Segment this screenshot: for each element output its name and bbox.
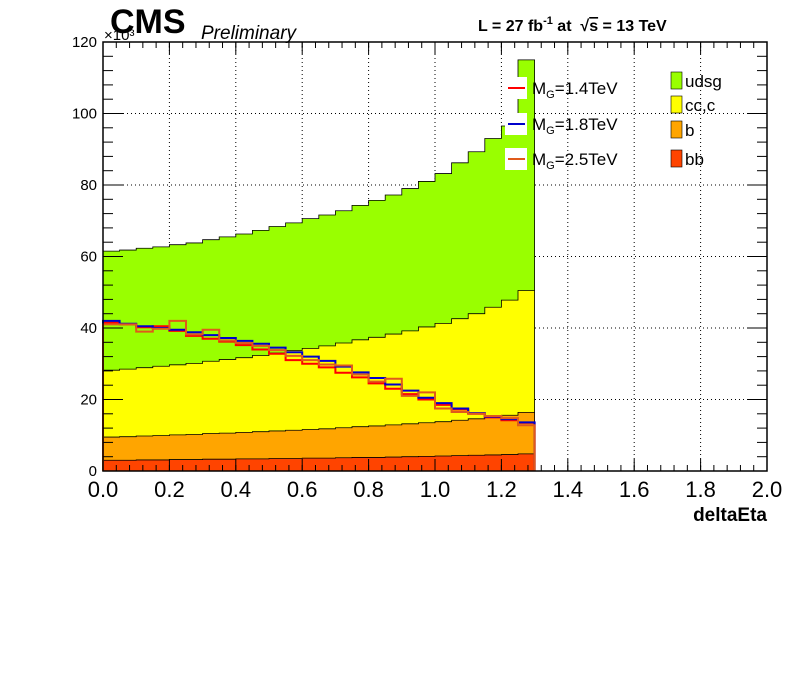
legend-label-rest: =1.8TeV bbox=[555, 115, 619, 134]
legend-background-label: cc,c bbox=[685, 96, 716, 115]
lumi-prefix: L = 27 fb bbox=[478, 18, 543, 35]
x-tick-label: 0.8 bbox=[353, 477, 384, 502]
x-tick-label: 2.0 bbox=[752, 477, 783, 502]
legend-background-swatch bbox=[670, 95, 683, 114]
y-tick-label: 80 bbox=[80, 177, 97, 194]
x-tick-label: 0.6 bbox=[287, 477, 318, 502]
axes: 0.0 0.2 0.4 0.6 0.8 1.0 1.2 1.4 1.6 1.8 2.0 0 20 40 60… bbox=[72, 34, 782, 502]
x-tick-label: 1.0 bbox=[420, 477, 451, 502]
legend-label-main: M bbox=[532, 115, 546, 134]
lumi-exponent: -1 bbox=[543, 15, 553, 27]
y-tick-label: 40 bbox=[80, 320, 97, 337]
x-tick-label: 1.6 bbox=[619, 477, 650, 502]
legend-label-main: M bbox=[532, 79, 546, 98]
y-multiplier-label: ×10³ bbox=[104, 27, 134, 44]
y-tick-label: 0 bbox=[89, 463, 97, 480]
legend-label-rest: =2.5TeV bbox=[555, 150, 619, 169]
legend-label-sub: G bbox=[546, 89, 555, 101]
legend-signal-label: MG=2.5TeV bbox=[532, 150, 618, 172]
legend-label-sub: G bbox=[546, 125, 555, 137]
energy-suffix: = 13 TeV bbox=[598, 18, 667, 35]
lumi-mid: at bbox=[553, 18, 581, 35]
legend-signal-label: MG=1.8TeV bbox=[532, 115, 618, 137]
x-tick-label: 1.4 bbox=[553, 477, 584, 502]
signal-line-signal_25 bbox=[102, 319, 536, 471]
experiment-label: CMS bbox=[110, 3, 186, 41]
x-tick-label: 0.2 bbox=[154, 477, 185, 502]
legend-label-rest: =1.4TeV bbox=[555, 79, 619, 98]
legend-signal-label: MG=1.4TeV bbox=[532, 79, 618, 101]
x-tick-label: 0.0 bbox=[88, 477, 119, 502]
stacked-backgrounds bbox=[102, 59, 535, 472]
legend-background-label: b bbox=[685, 121, 694, 140]
y-tick-label: 100 bbox=[72, 106, 97, 123]
x-tick-label: 0.4 bbox=[221, 477, 252, 502]
legend-background-label: bb bbox=[685, 150, 704, 169]
y-tick-label: 120 bbox=[72, 34, 97, 51]
sqrt-symbol: √ bbox=[580, 18, 589, 35]
energy-var: s bbox=[589, 18, 598, 35]
x-tick-label: 1.2 bbox=[486, 477, 517, 502]
stack-area-bb bbox=[102, 453, 535, 472]
x-tick-label: 1.8 bbox=[685, 477, 716, 502]
status-label: Preliminary bbox=[201, 23, 298, 44]
legend-label-sub: G bbox=[546, 160, 555, 172]
y-tick-label: 60 bbox=[80, 249, 97, 266]
legend-background-swatch bbox=[670, 71, 683, 90]
legend-background-label: udsg bbox=[685, 72, 722, 91]
y-tick-label: 20 bbox=[80, 392, 97, 409]
legend-background-swatch bbox=[670, 120, 683, 139]
signal-histograms bbox=[102, 319, 536, 471]
luminosity-label: L = 27 fb-1 at √s = 13 TeV bbox=[478, 15, 667, 35]
legend-label-main: M bbox=[532, 150, 546, 169]
legend-background-swatch bbox=[670, 149, 683, 168]
x-axis-label: deltaEta bbox=[693, 505, 767, 526]
